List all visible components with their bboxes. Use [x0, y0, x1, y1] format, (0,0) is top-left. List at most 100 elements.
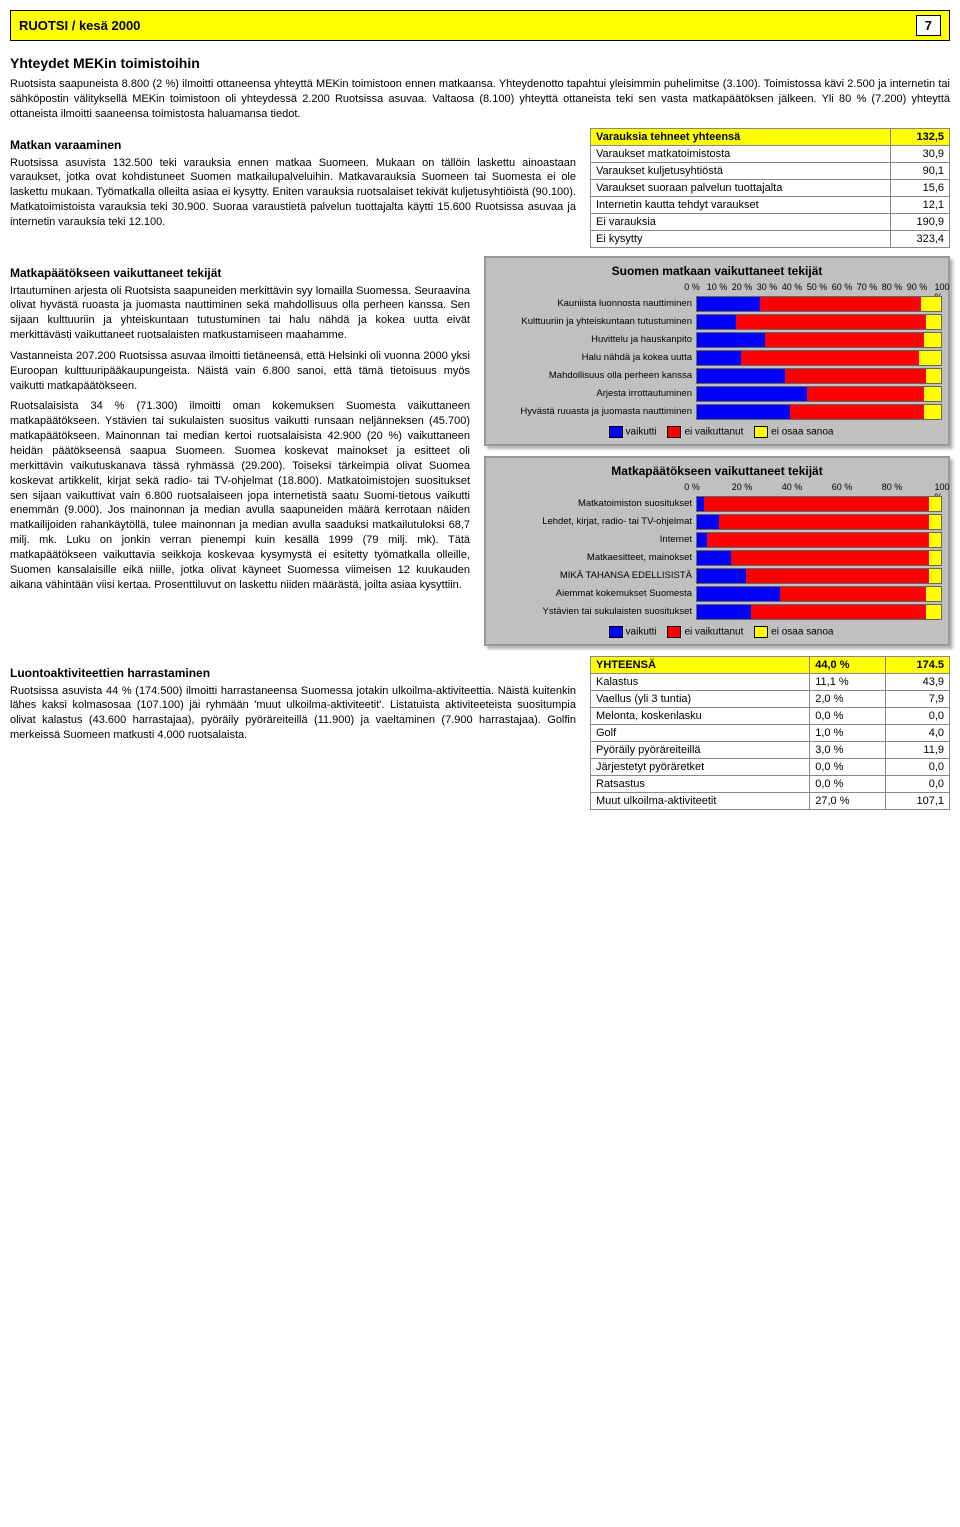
section-title-yhteydet: Yhteydet MEKin toimistoihin [10, 55, 950, 71]
bar-track [696, 386, 942, 402]
bar-seg-ei-osaa [924, 387, 941, 401]
bar-seg-ei-vaikuttanut [765, 333, 924, 347]
bar-label: Aiemmat kokemukset Suomesta [492, 588, 696, 599]
table-cell: 0,0 % [810, 707, 885, 724]
page-number: 7 [916, 15, 941, 36]
bar-seg-ei-osaa [924, 333, 941, 347]
bar-seg-ei-osaa [926, 315, 941, 329]
bar-track [696, 532, 942, 548]
axis-tick: 50 % [807, 282, 828, 292]
table-cell: 11,9 [885, 741, 949, 758]
bar-row: Hyvästä ruuasta ja juomasta nauttiminen [492, 404, 942, 420]
bar-seg-ei-vaikuttanut [807, 387, 924, 401]
bar-label: MIKÄ TAHANSA EDELLISISTÄ [492, 570, 696, 581]
chart1-axis: 0 %10 %20 %30 %40 %50 %60 %70 %80 %90 %1… [692, 282, 942, 294]
legend2-ei-vaikuttanut: ei vaikuttanut [684, 626, 743, 637]
bar-label: Huvittelu ja hauskanpito [492, 334, 696, 345]
axis-tick: 40 % [782, 282, 803, 292]
table2-header-label: YHTEENSÄ [591, 656, 810, 673]
section3-para3: Ruotsalaisista 34 % (71.300) ilmoitti om… [10, 399, 470, 592]
section4-para: Ruotsissa asuvista 44 % (174.500) ilmoit… [10, 684, 576, 743]
varaukset-table: Varauksia tehneet yhteensä 132,5 Varauks… [590, 128, 950, 248]
axis-tick: 90 % [907, 282, 928, 292]
axis-tick: 20 % [732, 482, 753, 492]
table-cell: 7,9 [885, 690, 949, 707]
axis-tick: 20 % [732, 282, 753, 292]
table-cell: 4,0 [885, 724, 949, 741]
bar-row: MIKÄ TAHANSA EDELLISISTÄ [492, 568, 942, 584]
table1-header-value: 132,5 [891, 128, 950, 145]
bar-seg-vaikutti [697, 497, 704, 511]
table-cell: 0,0 [885, 775, 949, 792]
legend-ei-osaa: ei osaa sanoa [771, 426, 833, 437]
section3-para1: Irtautuminen arjesta oli Ruotsista saapu… [10, 284, 470, 343]
table-cell: 90,1 [891, 162, 950, 179]
bar-track [696, 586, 942, 602]
bar-track [696, 550, 942, 566]
bar-seg-ei-osaa [929, 551, 941, 565]
bar-label: Halu nähdä ja kokea uutta [492, 352, 696, 363]
bar-seg-ei-vaikuttanut [746, 569, 929, 583]
table-cell: 12,1 [891, 196, 950, 213]
table-cell: Muut ulkoilma-aktiviteetit [591, 792, 810, 809]
table-cell: Ratsastus [591, 775, 810, 792]
bar-track [696, 368, 942, 384]
table-cell: 27,0 % [810, 792, 885, 809]
bar-label: Internet [492, 534, 696, 545]
bar-row: Huvittelu ja hauskanpito [492, 332, 942, 348]
table-cell: Varaukset matkatoimistosta [591, 145, 891, 162]
bar-row: Kulttuuriin ja yhteiskuntaan tutustumine… [492, 314, 942, 330]
bar-label: Ystävien tai sukulaisten suositukset [492, 606, 696, 617]
bar-track [696, 514, 942, 530]
legend-vaikutti: vaikutti [626, 426, 657, 437]
axis-tick: 80 % [882, 282, 903, 292]
bar-seg-ei-osaa [924, 405, 941, 419]
table-cell: Kalastus [591, 673, 810, 690]
table-cell: 190,9 [891, 213, 950, 230]
axis-tick: 80 % [882, 482, 903, 492]
section1-para: Ruotsista saapuneista 8.800 (2 %) ilmoit… [10, 77, 950, 122]
bar-row: Matkatoimiston suositukset [492, 496, 942, 512]
bar-seg-ei-vaikuttanut [790, 405, 924, 419]
section2-para: Ruotsissa asuvista 132.500 teki varauksi… [10, 156, 576, 230]
bar-seg-ei-osaa [929, 569, 941, 583]
table1-header-label: Varauksia tehneet yhteensä [591, 128, 891, 145]
axis-tick: 70 % [857, 282, 878, 292]
header-title: RUOTSI / kesä 2000 [19, 18, 140, 33]
bar-track [696, 350, 942, 366]
bar-seg-ei-vaikuttanut [780, 587, 926, 601]
bar-track [696, 296, 942, 312]
legend2-vaikutti: vaikutti [626, 626, 657, 637]
bar-label: Arjesta irrottautuminen [492, 388, 696, 399]
table-cell: 1,0 % [810, 724, 885, 741]
section4-row: Luontoaktiviteettien harrastaminen Ruots… [10, 656, 950, 818]
bar-row: Mahdollisuus olla perheen kanssa [492, 368, 942, 384]
bar-row: Kauniista luonnosta nauttiminen [492, 296, 942, 312]
bar-label: Kauniista luonnosta nauttiminen [492, 298, 696, 309]
table-cell: Ei varauksia [591, 213, 891, 230]
axis-tick: 10 % [707, 282, 728, 292]
bar-label: Lehdet, kirjat, radio- tai TV-ohjelmat [492, 516, 696, 527]
chart2-legend: vaikutti ei vaikuttanut ei osaa sanoa [492, 626, 942, 638]
bar-seg-ei-vaikuttanut [736, 315, 926, 329]
chart-matkapaatokseen: Matkapäätökseen vaikuttaneet tekijät 0 %… [484, 456, 950, 646]
axis-tick: 60 % [832, 282, 853, 292]
table-cell: Internetin kautta tehdyt varaukset [591, 196, 891, 213]
bar-seg-vaikutti [697, 569, 746, 583]
bar-track [696, 568, 942, 584]
bar-label: Kulttuuriin ja yhteiskuntaan tutustumine… [492, 316, 696, 327]
section-title-luonto: Luontoaktiviteettien harrastaminen [10, 666, 576, 680]
bar-seg-ei-vaikuttanut [707, 533, 929, 547]
bar-seg-ei-vaikuttanut [731, 551, 929, 565]
bar-seg-ei-osaa [929, 533, 941, 547]
table-cell: 3,0 % [810, 741, 885, 758]
section-title-matkan-varaaminen: Matkan varaaminen [10, 138, 576, 152]
table-cell: 15,6 [891, 179, 950, 196]
bar-seg-vaikutti [697, 515, 719, 529]
bar-label: Matkaesitteet, mainokset [492, 552, 696, 563]
table-cell: Järjestetyt pyöräretket [591, 758, 810, 775]
bar-seg-vaikutti [697, 297, 760, 311]
table-cell: 2,0 % [810, 690, 885, 707]
bar-row: Aiemmat kokemukset Suomesta [492, 586, 942, 602]
bar-seg-ei-osaa [929, 515, 941, 529]
